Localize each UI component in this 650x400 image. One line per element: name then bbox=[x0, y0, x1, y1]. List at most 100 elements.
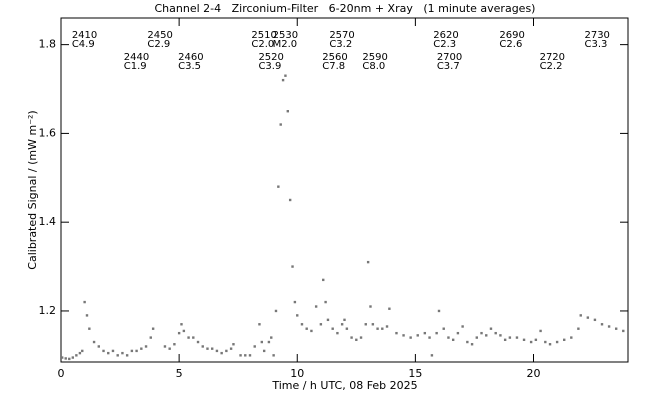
data-point bbox=[173, 343, 176, 346]
data-point bbox=[60, 356, 64, 359]
x-tick-label: 20 bbox=[527, 367, 541, 380]
data-point bbox=[563, 338, 566, 342]
data-point bbox=[279, 123, 282, 126]
data-point bbox=[614, 327, 618, 330]
data-point bbox=[451, 338, 455, 342]
data-point bbox=[539, 329, 542, 333]
flare-class: C7.8 bbox=[322, 61, 345, 72]
data-point bbox=[291, 265, 294, 268]
data-point bbox=[78, 351, 82, 355]
data-point bbox=[300, 323, 304, 326]
data-point bbox=[503, 338, 507, 342]
data-point bbox=[149, 336, 152, 339]
y-tick-label: 1.4 bbox=[39, 215, 57, 228]
data-point bbox=[187, 336, 190, 339]
data-point bbox=[180, 323, 183, 326]
data-point bbox=[364, 323, 367, 326]
data-point bbox=[600, 323, 604, 326]
data-point bbox=[369, 305, 372, 308]
data-point bbox=[409, 336, 412, 339]
data-point bbox=[430, 354, 434, 357]
data-point bbox=[144, 345, 148, 348]
data-point bbox=[385, 325, 389, 328]
y-tick-label: 1.6 bbox=[39, 126, 57, 139]
flare-class: C2.3 bbox=[433, 39, 456, 50]
data-point bbox=[177, 331, 181, 335]
data-point bbox=[274, 309, 278, 313]
data-point bbox=[489, 327, 493, 330]
data-point bbox=[480, 331, 483, 335]
data-point bbox=[253, 345, 256, 348]
data-point bbox=[262, 349, 266, 353]
data-point bbox=[475, 336, 478, 339]
data-point bbox=[196, 340, 200, 344]
data-point bbox=[388, 307, 391, 310]
data-point bbox=[229, 347, 233, 350]
y-tick-label: 1.8 bbox=[39, 38, 57, 51]
data-point bbox=[248, 354, 252, 357]
data-point bbox=[324, 300, 327, 304]
data-point bbox=[71, 356, 75, 359]
data-point bbox=[622, 329, 625, 333]
data-point bbox=[466, 340, 469, 344]
data-point bbox=[534, 338, 538, 342]
data-point bbox=[579, 314, 582, 317]
flare-id: 2410 bbox=[72, 30, 97, 41]
data-point bbox=[322, 278, 325, 282]
flare-class: C3.2 bbox=[329, 39, 352, 50]
data-point bbox=[423, 331, 427, 335]
x-tick-label: 5 bbox=[176, 367, 183, 380]
flare-class: C2.2 bbox=[540, 61, 563, 72]
data-point bbox=[277, 185, 280, 188]
data-point bbox=[577, 327, 580, 330]
flare-id: 2570 bbox=[329, 30, 354, 41]
data-point bbox=[402, 334, 405, 337]
data-point bbox=[570, 336, 573, 339]
data-point bbox=[270, 336, 273, 339]
data-point bbox=[296, 314, 299, 317]
data-point bbox=[548, 343, 552, 346]
data-point bbox=[447, 336, 450, 339]
data-point bbox=[201, 345, 204, 348]
plot-frame bbox=[60, 17, 629, 363]
data-point bbox=[75, 354, 78, 357]
flare-class: C4.9 bbox=[72, 39, 95, 50]
data-point bbox=[355, 338, 358, 342]
x-tick-label: 10 bbox=[290, 367, 304, 380]
data-point bbox=[499, 334, 502, 337]
data-point bbox=[215, 349, 219, 353]
data-point bbox=[225, 349, 228, 353]
chart-title: Channel 2-4 Zirconium-Filter 6-20nm + Xr… bbox=[155, 2, 536, 15]
data-point bbox=[88, 327, 91, 330]
data-point bbox=[163, 345, 167, 348]
flare-id: 2730 bbox=[584, 30, 609, 41]
flare-id: 2440 bbox=[124, 52, 149, 63]
data-point bbox=[544, 340, 547, 344]
data-point bbox=[529, 340, 533, 344]
flare-class: C2.6 bbox=[499, 39, 522, 50]
flare-id: 2690 bbox=[499, 30, 524, 41]
data-point bbox=[340, 323, 344, 326]
data-point bbox=[395, 331, 398, 335]
data-point bbox=[555, 340, 559, 344]
data-point bbox=[310, 329, 313, 333]
data-point bbox=[371, 323, 375, 326]
flare-class: C3.9 bbox=[258, 61, 281, 72]
flare-id: 2700 bbox=[437, 52, 462, 63]
data-point bbox=[359, 336, 363, 339]
data-point bbox=[220, 351, 223, 355]
data-point bbox=[293, 300, 297, 304]
x-tick-label: 0 bbox=[58, 367, 65, 380]
data-point bbox=[494, 331, 497, 335]
data-point bbox=[92, 340, 96, 344]
data-point bbox=[192, 336, 195, 339]
data-point bbox=[85, 314, 89, 317]
data-point bbox=[107, 351, 110, 355]
data-point bbox=[336, 331, 339, 335]
data-point bbox=[428, 336, 431, 339]
y-axis-label: Calibrated Signal / (mW m⁻²) bbox=[26, 110, 39, 269]
data-point bbox=[83, 300, 86, 304]
flare-class: C2.0 bbox=[251, 39, 274, 50]
data-point bbox=[288, 198, 292, 202]
